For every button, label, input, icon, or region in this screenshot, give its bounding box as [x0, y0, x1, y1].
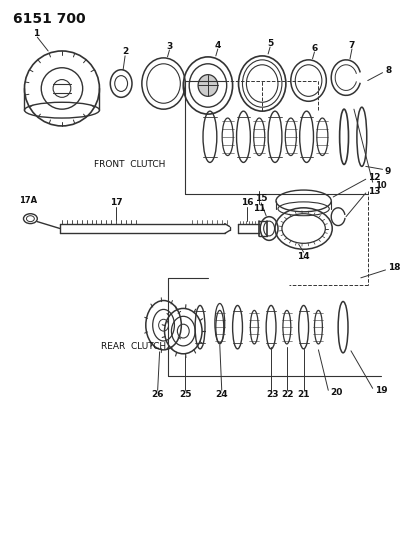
Text: 3: 3 — [166, 42, 173, 51]
Text: 10: 10 — [375, 181, 386, 190]
Text: 5: 5 — [267, 38, 273, 47]
Text: 20: 20 — [330, 388, 343, 397]
Text: 1: 1 — [33, 29, 40, 38]
Text: 17: 17 — [110, 198, 122, 207]
Text: 12: 12 — [368, 173, 380, 182]
Ellipse shape — [198, 75, 218, 96]
Text: 25: 25 — [179, 390, 191, 399]
Text: 9: 9 — [384, 167, 391, 176]
Text: 17A: 17A — [18, 196, 37, 205]
Text: 16: 16 — [241, 198, 254, 207]
Text: 4: 4 — [215, 41, 221, 50]
Text: 19: 19 — [375, 386, 387, 395]
Text: 2: 2 — [122, 47, 128, 56]
Text: 13: 13 — [368, 187, 380, 196]
Text: 6: 6 — [311, 44, 317, 53]
Text: FRONT  CLUTCH: FRONT CLUTCH — [93, 160, 165, 169]
Text: 18: 18 — [388, 263, 401, 272]
Text: 15: 15 — [255, 195, 268, 204]
Text: 26: 26 — [151, 390, 164, 399]
Text: 7: 7 — [349, 41, 355, 50]
Text: 14: 14 — [297, 252, 310, 261]
Text: 22: 22 — [282, 390, 294, 399]
Text: 11: 11 — [253, 204, 266, 213]
Text: REAR  CLUTCH: REAR CLUTCH — [102, 342, 166, 351]
Text: 21: 21 — [297, 390, 310, 399]
Text: 23: 23 — [266, 390, 278, 399]
Text: 6151 700: 6151 700 — [13, 12, 85, 26]
Text: 8: 8 — [386, 66, 392, 75]
Text: 24: 24 — [215, 390, 228, 399]
